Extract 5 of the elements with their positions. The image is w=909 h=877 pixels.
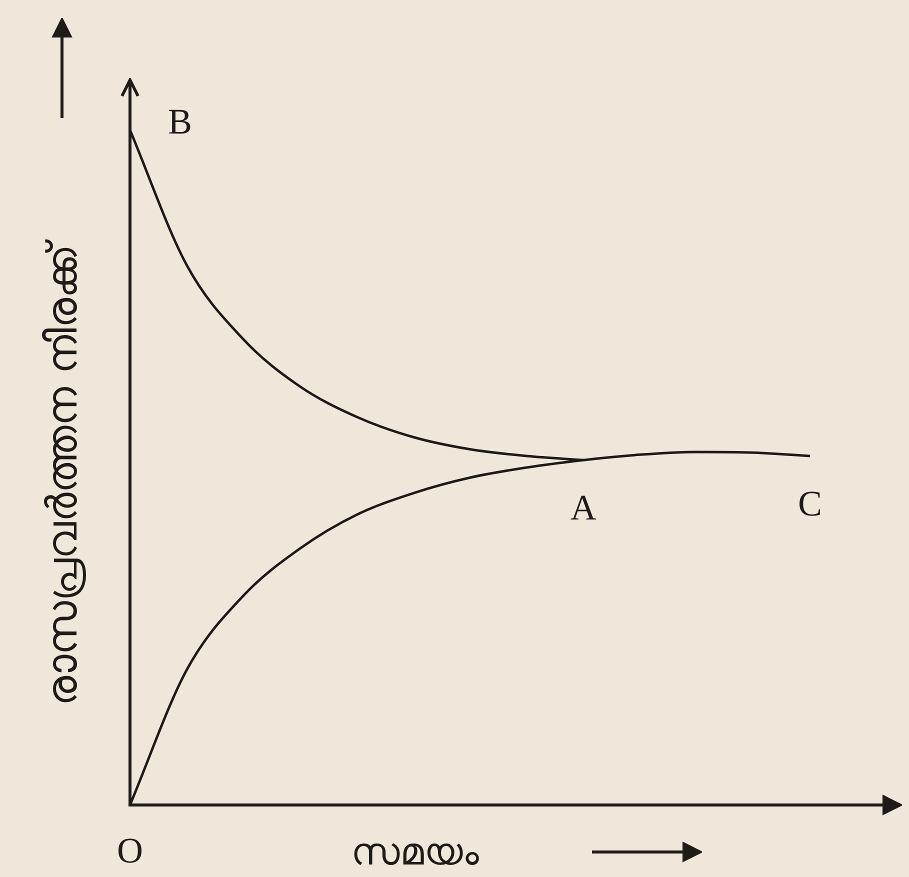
annotation: C	[798, 483, 822, 524]
x-axis-title: സമയം	[351, 830, 479, 874]
text: O	[117, 830, 143, 870]
annotation: B	[168, 101, 192, 142]
annotation: A	[570, 488, 596, 528]
